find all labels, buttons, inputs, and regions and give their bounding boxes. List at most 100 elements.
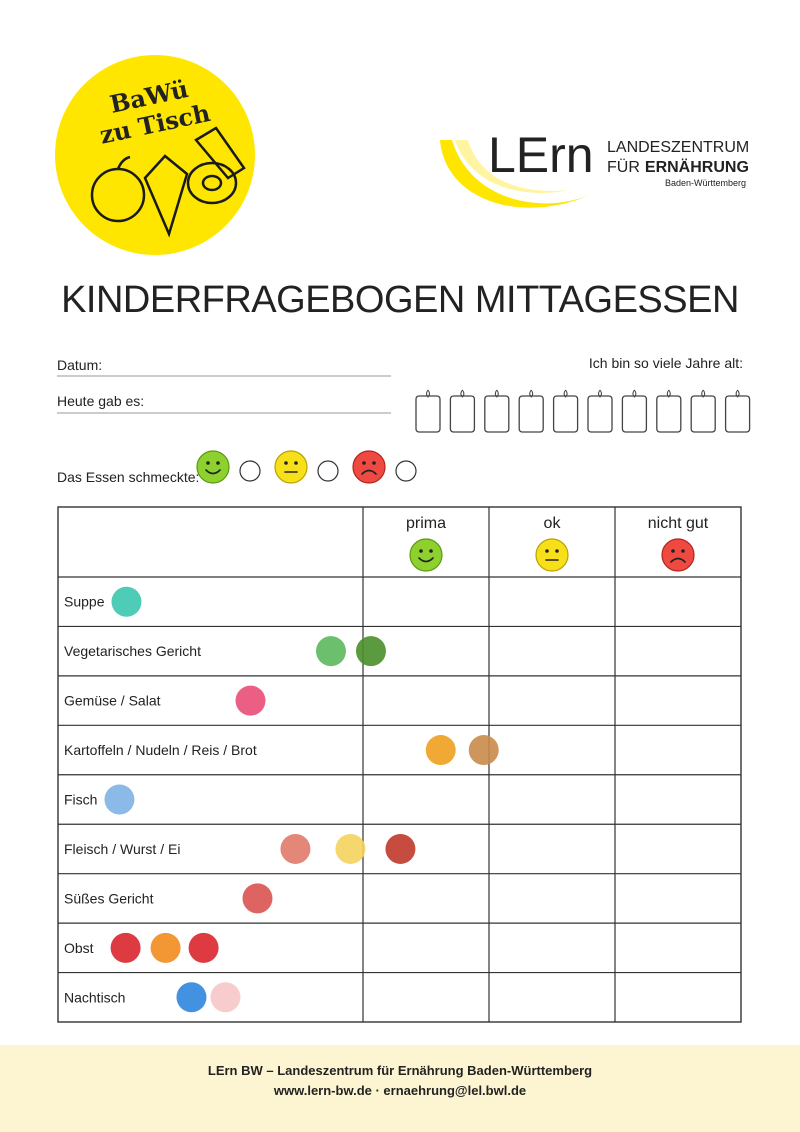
lern-word: FÜR [607,158,640,176]
rating-options [196,450,417,484]
smiley-mouth [418,557,434,563]
candle [484,395,510,433]
badge-food-drawing [90,126,246,238]
candle-flame [666,389,671,398]
row-label: Fleisch / Wurst / Ei [64,841,180,857]
column-header: ok [544,515,562,532]
candle-flame [632,389,637,398]
candle-flame [563,389,568,398]
smiley [409,538,443,572]
food-icon [210,982,241,1013]
candle-flame [529,389,534,398]
candle [621,395,648,433]
column-header: nicht gut [648,515,709,532]
food-icon [111,586,142,617]
rating-choice [317,460,339,482]
food-icon [335,833,366,864]
smiley-eye [362,461,366,465]
smiley-eye [206,461,210,465]
food-icon [355,636,386,667]
smiley-eye [419,549,423,553]
food-icon [242,883,273,914]
food-icon [104,784,135,815]
row-label: Gemüse / Salat [64,693,161,709]
lern-mark: LErn [488,127,594,183]
candle [656,395,682,433]
candle-flame [735,389,740,398]
candle [587,395,613,433]
candle-flame [701,389,706,398]
smiley-eye [555,549,559,553]
smiley [352,450,386,484]
footer-band [0,1045,800,1132]
candle [690,395,716,433]
lern-arc-light [455,140,570,193]
smiley-eye [216,461,220,465]
candle-flame [426,389,430,398]
food-icon [280,833,311,864]
rating-choice [395,460,417,482]
lern-word: ERNÄHRUNG [645,158,749,176]
smiley-eye [429,549,433,553]
smiley-face [409,538,443,572]
candle-flame [494,389,499,398]
smiley-eye [681,549,685,553]
smiley-eye [545,549,549,553]
candle [518,395,544,433]
row-label: Obst [64,940,94,956]
field-label: Ich bin so viele Jahre alt: [589,355,743,371]
candle [415,395,441,433]
smiley-mouth [361,469,377,475]
food-icon [110,932,141,963]
candle-flame [598,389,602,398]
food-icon [385,833,416,864]
smiley-eye [284,461,288,465]
candle-flame [460,389,465,398]
smiley-face [274,450,308,484]
lern-arc [440,140,590,208]
smiley-eye [671,549,675,553]
food-icon [235,685,266,716]
footer-line: www.lern-bw.de · ernaehrung@lel.bwl.de [273,1083,526,1098]
food-icon [150,932,181,963]
smiley-eye [294,461,298,465]
badge-circle [55,55,255,255]
candle [449,395,476,433]
smiley-eye [372,461,376,465]
field-label: Heute gab es: [57,393,144,409]
candle [552,395,579,433]
lern-line: LANDESZENTRUM [607,139,749,156]
food-icon [176,982,207,1013]
smiley [661,538,695,572]
column-header: prima [406,515,446,532]
lern-line: Baden-Württemberg [665,178,746,188]
row-label: Süßes Gericht [64,890,154,906]
candles [415,389,751,433]
title: KINDERFRAGEBOGEN MITTAGESSEN [61,279,739,321]
row-label: Vegetarisches Gericht [64,643,201,659]
field-label: Das Essen schmeckte: [57,469,199,485]
candle [724,395,751,433]
food-icon [468,735,499,766]
lern-line: FÜR ERNÄHRUNG [607,158,749,176]
smiley [196,450,230,484]
table-border [57,506,742,1023]
field-label: Datum: [57,357,102,373]
smiley-face [196,450,230,484]
rating-table: prima ok nicht gut Suppe Vegetarisches Geric… [57,506,742,1023]
row-label: Suppe [64,594,105,610]
rating-choice [239,460,261,482]
smiley-face [535,538,569,572]
row-label: Nachtisch [64,989,125,1005]
smiley-mouth [670,557,686,563]
smiley [535,538,569,572]
food-icon [425,735,456,766]
food-icon [188,932,219,963]
row-label: Fisch [64,792,97,808]
food-icon [315,636,346,667]
smiley-face [661,538,695,572]
row-label: Kartoffeln / Nudeln / Reis / Brot [64,742,257,758]
